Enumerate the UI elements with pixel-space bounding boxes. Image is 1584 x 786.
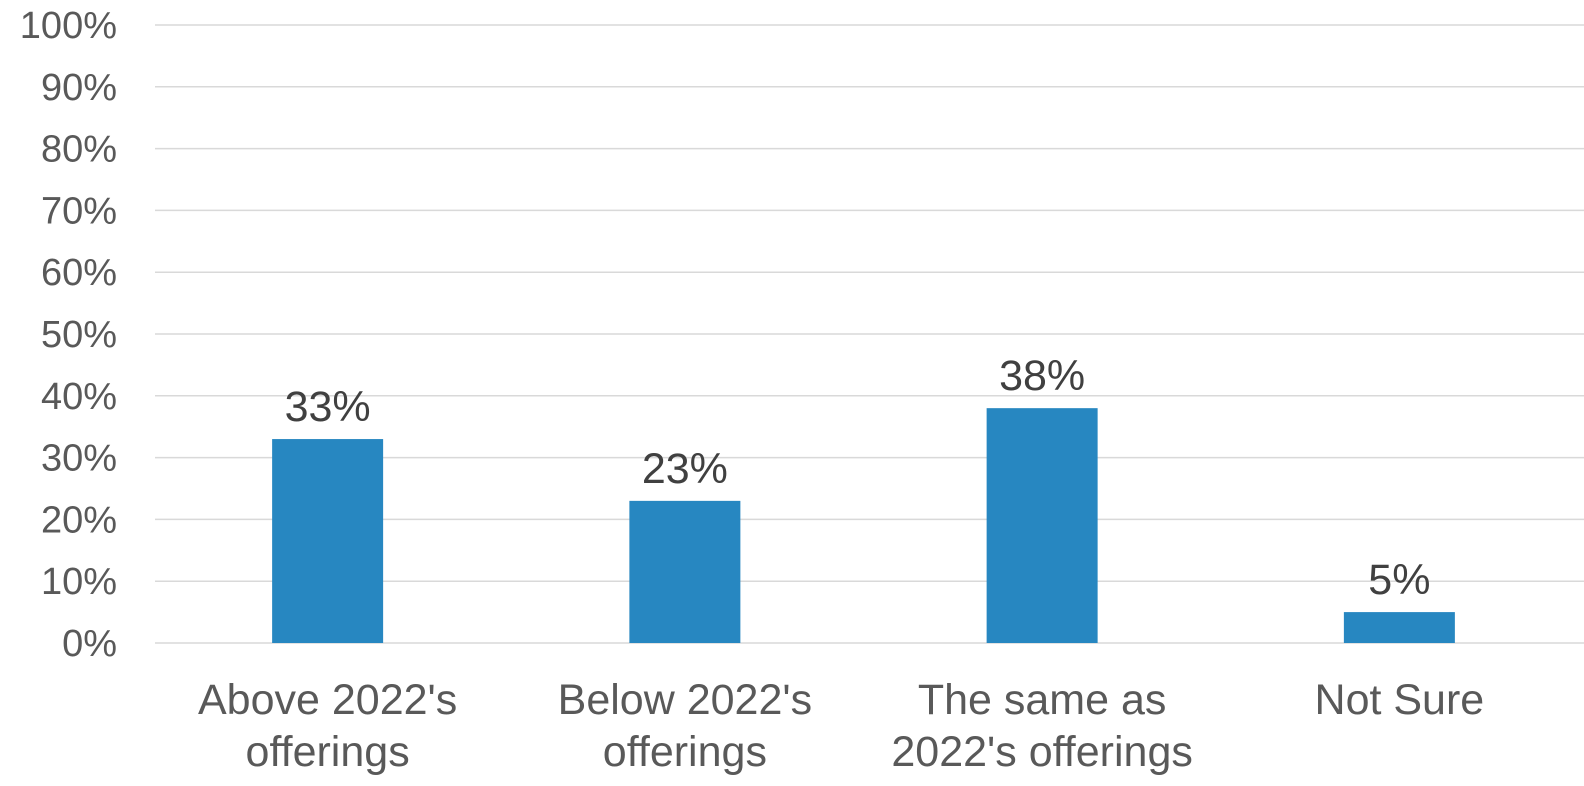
x-category-label: Above 2022's offerings [198, 676, 457, 776]
data-labels: 33% 23% 38% 5% [285, 352, 1431, 604]
bars [272, 408, 1455, 643]
data-label: 23% [642, 445, 728, 493]
x-category-label-line: Above 2022's [198, 676, 457, 724]
x-category-label-line: Below 2022's [558, 676, 812, 724]
x-category-label-line: Not Sure [1315, 676, 1485, 724]
x-category-label: The same as 2022's offerings [891, 676, 1192, 776]
y-tick-label: 0% [62, 623, 117, 665]
data-label: 33% [285, 383, 371, 431]
x-category-label: Below 2022's offerings [558, 676, 812, 776]
x-category-label-line: offerings [246, 728, 410, 776]
y-tick-label: 90% [41, 67, 117, 109]
y-tick-label: 70% [41, 190, 117, 232]
x-category-label-line: The same as [918, 676, 1167, 724]
y-tick-label: 80% [41, 129, 117, 171]
bar [1343, 612, 1455, 643]
y-axis-tick-labels: 0% 10% 20% 30% 40% 50% 60% 70% 80% 90% 100% [20, 5, 117, 665]
y-tick-label: 100% [20, 5, 117, 47]
data-label: 38% [999, 352, 1085, 400]
bar [986, 408, 1098, 643]
y-tick-label: 20% [41, 499, 117, 541]
y-tick-label: 40% [41, 376, 117, 418]
bar [629, 500, 741, 643]
bar [272, 439, 384, 643]
y-tick-label: 60% [41, 252, 117, 294]
x-category-label-line: offerings [603, 728, 767, 776]
y-tick-label: 50% [41, 314, 117, 356]
x-category-label: Not Sure [1315, 676, 1485, 724]
gridlines [155, 24, 1584, 644]
data-label: 5% [1368, 556, 1430, 604]
y-tick-label: 30% [41, 438, 117, 480]
y-tick-label: 10% [41, 561, 117, 603]
x-category-label-line: 2022's offerings [891, 728, 1192, 776]
